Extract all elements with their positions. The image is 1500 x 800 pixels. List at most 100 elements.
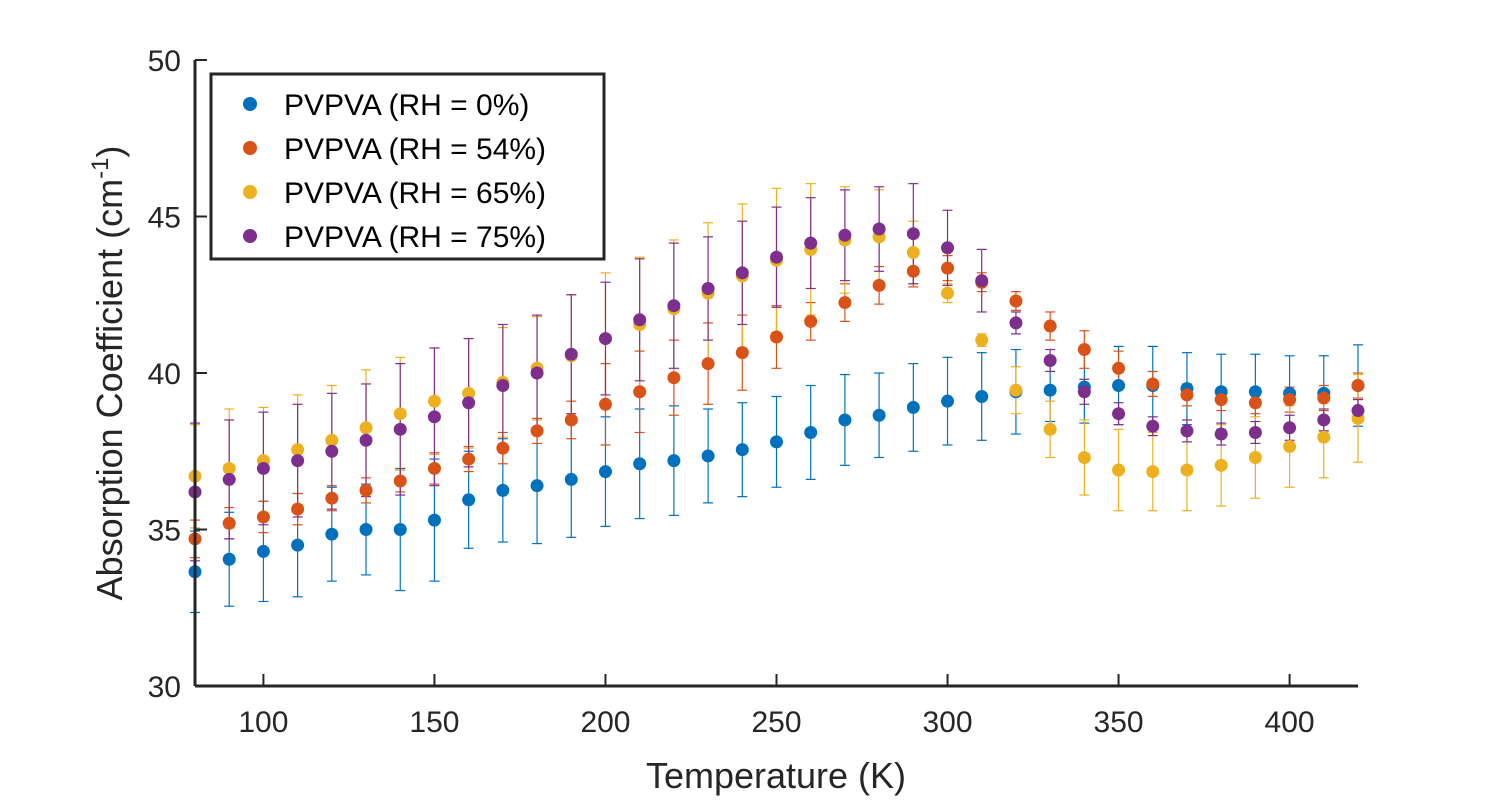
series-2-point: [598, 397, 612, 411]
y-tick-label: 35: [148, 515, 181, 548]
series-3-point: [1043, 422, 1057, 436]
legend-label-4: PVPVA (RH = 75%): [284, 221, 546, 254]
series-1-point: [598, 465, 612, 479]
series-4-point: [1214, 427, 1228, 441]
y-tick-label: 40: [148, 358, 181, 391]
series-4-point: [1283, 421, 1297, 435]
series-1-point: [564, 472, 578, 486]
series-4-point: [598, 332, 612, 346]
series-4-point: [941, 241, 955, 255]
series-1-point: [941, 394, 955, 408]
series-1-point: [256, 544, 270, 558]
series-2-point: [325, 491, 339, 505]
legend-box: [209, 72, 606, 261]
series-2-point: [1112, 361, 1126, 375]
x-tick-label: 200: [580, 706, 630, 739]
series-2-point: [941, 261, 955, 275]
series-1-point: [1112, 379, 1126, 393]
series-2-point: [1180, 388, 1194, 402]
series-2-point: [1248, 396, 1262, 410]
series-1-point: [735, 443, 749, 457]
series-2-point: [256, 510, 270, 524]
series-4-point: [1043, 353, 1057, 367]
legend-label-3: PVPVA (RH = 65%): [284, 177, 546, 210]
series-2-point: [1351, 379, 1365, 393]
series-3-point: [1214, 458, 1228, 472]
series-3-point: [1009, 383, 1023, 397]
series-4-point: [735, 266, 749, 280]
series-1-point: [530, 479, 544, 493]
x-tick-label: 400: [1265, 706, 1315, 739]
legend-marker-1: [243, 97, 257, 111]
series-4-point: [325, 444, 339, 458]
legend-marker-2: [243, 141, 257, 155]
series-3-point: [1180, 463, 1194, 477]
x-tick-label: 350: [1094, 706, 1144, 739]
series-4-point: [975, 274, 989, 288]
series-2-point: [393, 474, 407, 488]
series-2-point: [667, 371, 681, 385]
x-tick-label: 100: [238, 706, 288, 739]
series-2-point: [633, 385, 647, 399]
series-1-point: [496, 483, 510, 497]
series-3-point: [941, 286, 955, 300]
series-4-point: [496, 379, 510, 393]
series-2-point: [701, 357, 715, 371]
series-4-point: [530, 366, 544, 380]
series-4-point: [701, 281, 715, 295]
series-4-point: [256, 461, 270, 475]
series-2-point: [1214, 393, 1228, 407]
series-2-point: [1146, 377, 1160, 391]
y-tick-label: 50: [148, 45, 181, 78]
series-3-point: [462, 386, 476, 400]
series-1-point: [359, 523, 373, 536]
series-1-point: [770, 435, 783, 449]
series-1-point: [906, 400, 920, 414]
x-tick-label: 250: [751, 706, 801, 739]
series-1-point: [838, 413, 852, 427]
series-1-point: [462, 493, 476, 507]
series-3-point: [291, 443, 305, 457]
y-tick-label: 30: [148, 671, 181, 704]
series-4-point: [1009, 316, 1023, 330]
series-1-point: [291, 538, 305, 552]
data-markers: [188, 222, 1365, 579]
series-1-point: [667, 454, 681, 468]
series-4-point: [222, 472, 236, 486]
series-4-point: [770, 250, 783, 264]
series-2-point: [838, 296, 852, 310]
series-2-point: [427, 461, 441, 475]
series-4-point: [1112, 407, 1126, 421]
legend-marker-4: [243, 229, 257, 243]
x-tick-label: 300: [922, 706, 972, 739]
series-4-point: [667, 299, 681, 313]
legend-label-1: PVPVA (RH = 0%): [284, 89, 529, 122]
series-1-point: [427, 513, 441, 527]
series-3-point: [222, 461, 236, 475]
y-axis-title-main: Absorption Coefficient (cm: [89, 179, 130, 601]
series-4-point: [906, 227, 920, 241]
legend-label-2: PVPVA (RH = 54%): [284, 133, 546, 166]
series-2-point: [735, 346, 749, 360]
series-2-point: [1077, 343, 1091, 357]
series-4-point: [393, 422, 407, 436]
y-axis-title-end: ): [89, 146, 130, 158]
series-3-point: [1112, 463, 1126, 477]
series-4-point: [359, 433, 373, 447]
series-3-point: [359, 421, 373, 435]
series-4-point: [462, 396, 476, 410]
series-3-point: [427, 394, 441, 408]
series-2-point: [872, 278, 886, 292]
series-1-point: [872, 408, 886, 422]
x-tick-label: 150: [409, 706, 459, 739]
series-1-point: [325, 527, 339, 541]
series-1-point: [1043, 383, 1057, 397]
series-4-point: [838, 228, 852, 242]
legend: PVPVA (RH = 0%) PVPVA (RH = 54%) PVPVA (RH…: [209, 72, 606, 261]
series-2-point: [222, 516, 236, 530]
series-4-point: [1180, 424, 1194, 438]
series-2-point: [291, 502, 305, 516]
series-3-point: [1283, 440, 1297, 454]
series-2-point: [1283, 393, 1297, 407]
